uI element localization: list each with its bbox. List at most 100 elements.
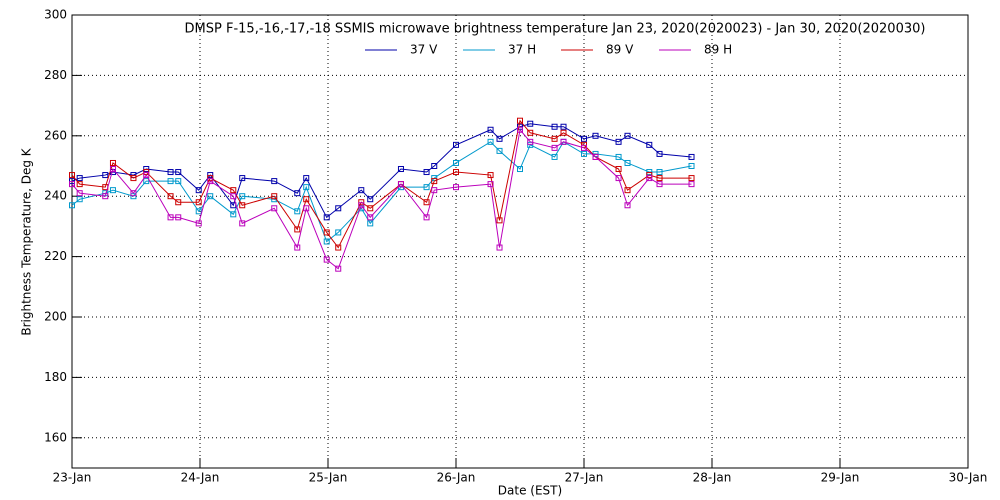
data-point	[130, 175, 137, 182]
data-point	[335, 229, 342, 236]
data-point	[323, 256, 330, 263]
data-point	[303, 184, 310, 191]
legend-label: 37 H	[508, 43, 536, 57]
data-point	[527, 141, 534, 148]
data-point	[624, 187, 631, 194]
data-point	[560, 138, 567, 145]
data-point	[487, 126, 494, 133]
data-point	[69, 178, 75, 185]
data-point	[551, 153, 558, 160]
data-point	[431, 178, 438, 185]
data-point	[195, 220, 202, 227]
data-point	[624, 159, 631, 166]
data-point	[431, 163, 438, 169]
data-point	[271, 205, 278, 212]
data-point	[76, 190, 83, 197]
y-axis-label: Brightness Temperature, Deg K	[20, 147, 34, 335]
data-point	[230, 187, 237, 194]
data-point	[496, 135, 503, 142]
x-tick-label: 28-Jan	[693, 471, 732, 485]
data-point	[656, 181, 663, 188]
legend-label: 89 V	[606, 43, 634, 57]
data-point	[615, 166, 622, 173]
data-point	[527, 129, 534, 136]
data-point	[367, 205, 374, 212]
data-point	[358, 202, 365, 209]
data-point	[195, 208, 202, 215]
data-point	[143, 178, 150, 185]
data-point	[109, 166, 116, 173]
data-point	[615, 175, 622, 182]
data-point	[367, 220, 374, 227]
data-point	[167, 169, 174, 176]
data-point	[551, 123, 558, 130]
data-point	[688, 181, 695, 188]
x-tick-label: 29-Jan	[821, 471, 860, 485]
data-point	[431, 187, 438, 194]
data-point	[496, 244, 503, 251]
data-point	[581, 150, 587, 157]
data-point	[175, 214, 182, 221]
data-point	[581, 144, 587, 151]
data-point	[303, 175, 310, 182]
data-point	[496, 217, 503, 224]
data-point	[624, 202, 631, 209]
data-point	[323, 214, 330, 221]
y-tick-label: 260	[44, 128, 67, 142]
data-point	[688, 175, 695, 182]
data-point	[239, 175, 246, 182]
data-point	[239, 220, 246, 227]
data-point	[367, 196, 374, 203]
data-point	[453, 141, 459, 148]
data-point	[367, 214, 374, 221]
y-tick-label: 160	[44, 430, 67, 444]
data-point	[335, 205, 342, 212]
data-point	[656, 150, 663, 157]
data-point	[303, 196, 310, 203]
data-point	[335, 265, 342, 272]
data-point	[230, 193, 237, 200]
data-point	[615, 138, 622, 145]
data-point	[517, 126, 523, 133]
data-point	[487, 172, 494, 179]
data-point	[143, 172, 150, 179]
data-point	[207, 193, 214, 200]
data-point	[102, 172, 109, 179]
data-point	[423, 169, 430, 176]
chart-title: DMSP F-15,-16,-17,-18 SSMIS microwave br…	[185, 22, 926, 37]
data-point	[496, 147, 503, 154]
y-tick-label: 280	[44, 68, 67, 82]
data-point	[230, 211, 237, 218]
data-point	[175, 169, 182, 176]
data-point	[624, 132, 631, 139]
data-point	[69, 181, 75, 188]
data-point	[207, 178, 214, 185]
data-point	[527, 120, 534, 127]
legend-label: 89 H	[704, 43, 732, 57]
series-line	[71, 128, 692, 270]
data-point	[323, 229, 330, 236]
data-point	[527, 138, 534, 145]
data-point	[688, 153, 695, 160]
data-point	[581, 135, 587, 142]
data-point	[76, 196, 83, 203]
data-point	[303, 205, 310, 212]
data-point	[487, 138, 494, 145]
data-point	[167, 214, 174, 221]
data-point	[271, 193, 278, 200]
data-point	[646, 175, 653, 182]
y-tick-label: 300	[44, 8, 67, 22]
data-point	[487, 181, 494, 188]
data-point	[453, 184, 459, 191]
data-point	[294, 226, 301, 233]
x-tick-label: 27-Jan	[565, 471, 604, 485]
data-point	[195, 187, 202, 194]
plot-frame	[71, 14, 969, 469]
y-tick-label: 180	[44, 370, 67, 384]
data-point	[239, 202, 246, 209]
data-point	[76, 181, 83, 188]
x-tick-label: 26-Jan	[437, 471, 476, 485]
data-point	[453, 169, 459, 176]
data-point	[294, 190, 301, 197]
